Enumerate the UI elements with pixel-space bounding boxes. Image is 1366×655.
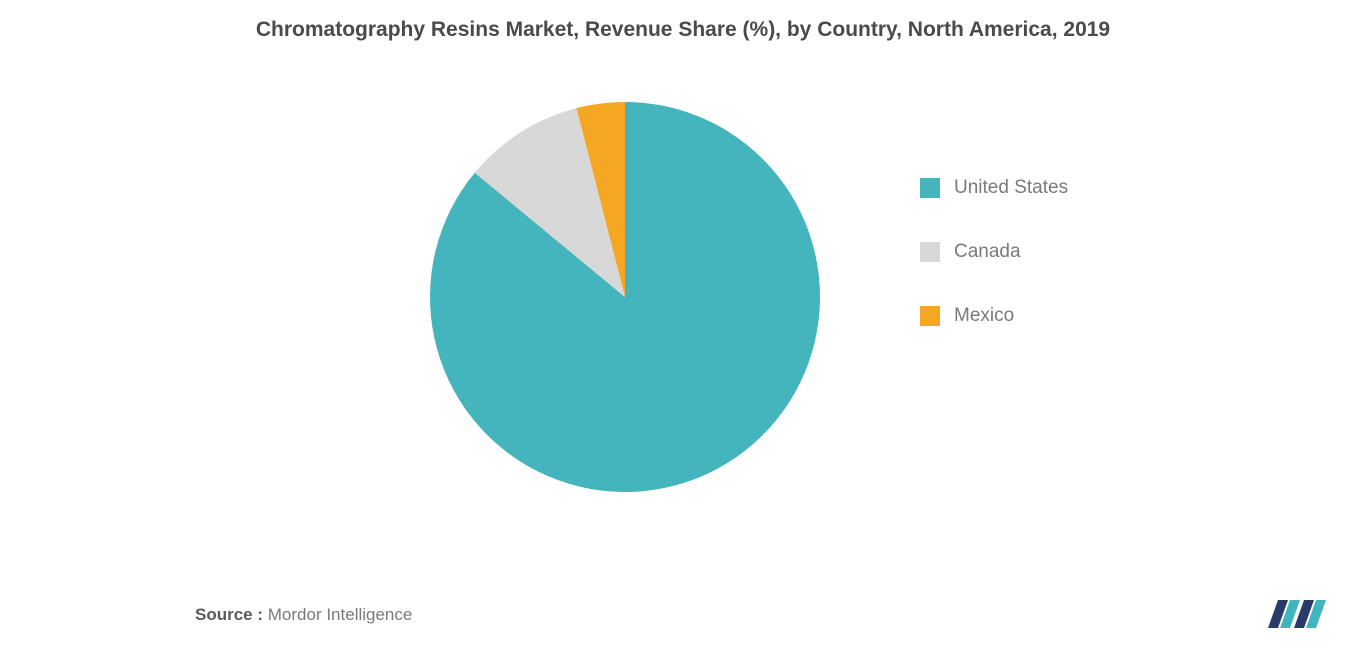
logo-svg — [1268, 594, 1330, 628]
chart-area: United States Canada Mexico — [0, 42, 1366, 562]
source-line: Source : Mordor Intelligence — [195, 605, 412, 625]
legend-label: Canada — [954, 241, 1021, 263]
source-label: Source : — [195, 605, 263, 624]
legend: United States Canada Mexico — [920, 177, 1068, 327]
legend-item-united-states: United States — [920, 177, 1068, 199]
legend-item-mexico: Mexico — [920, 305, 1068, 327]
pie-svg — [430, 102, 820, 492]
legend-item-canada: Canada — [920, 241, 1068, 263]
source-value: Mordor Intelligence — [268, 605, 413, 624]
brand-logo — [1268, 594, 1330, 633]
legend-swatch — [920, 178, 940, 198]
chart-title: Chromatography Resins Market, Revenue Sh… — [0, 0, 1366, 42]
pie-chart — [430, 102, 820, 497]
legend-swatch — [920, 306, 940, 326]
legend-swatch — [920, 242, 940, 262]
legend-label: Mexico — [954, 305, 1014, 327]
legend-label: United States — [954, 177, 1068, 199]
